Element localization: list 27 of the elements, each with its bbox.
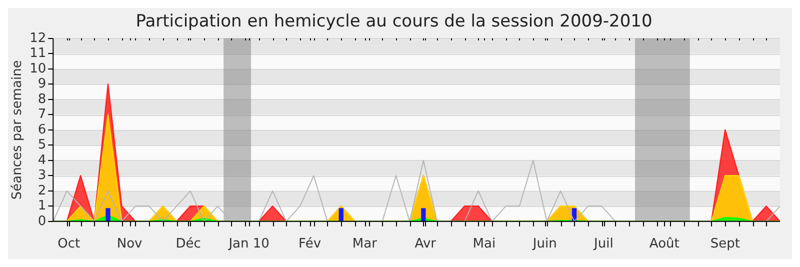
y-tick-label: 1 [38, 198, 46, 214]
chart-title: Participation en hemicycle au cours de la session 2009-2010 [136, 12, 652, 32]
y-tick-label: 4 [38, 152, 46, 168]
y-tick-label: 7 [38, 107, 46, 122]
x-tick-label: Juil [593, 236, 614, 252]
x-tick-label: Mar [352, 236, 378, 252]
x-tick-label: Déc [176, 236, 201, 252]
y-tick-label: 12 [30, 30, 46, 46]
y-axis-title: Séances par semaine [10, 60, 26, 200]
x-tick-label: Sept [710, 236, 740, 252]
y-tick-label: 6 [38, 122, 46, 138]
x-tick-label: Oct [58, 236, 80, 252]
x-tick-label: Jan 10 [228, 236, 270, 252]
y-tick-label: 2 [38, 183, 46, 198]
y-tick-label: 8 [38, 92, 46, 107]
x-tick-label: Mai [472, 236, 496, 252]
y-tick-label: 10 [30, 61, 46, 76]
y-tick-label: 11 [30, 46, 46, 62]
y-tick-label: 5 [38, 138, 46, 153]
y-tick-label: 0 [38, 214, 46, 229]
x-tick-label: Juin [532, 236, 557, 252]
x-tick-label: Nov [116, 236, 143, 252]
y-tick-label: 3 [38, 168, 46, 184]
x-tick-label: Avr [414, 236, 437, 252]
x-tick-label: Fév [298, 236, 322, 252]
x-tick-label: Août [649, 236, 680, 252]
y-tick-label: 9 [38, 76, 46, 92]
